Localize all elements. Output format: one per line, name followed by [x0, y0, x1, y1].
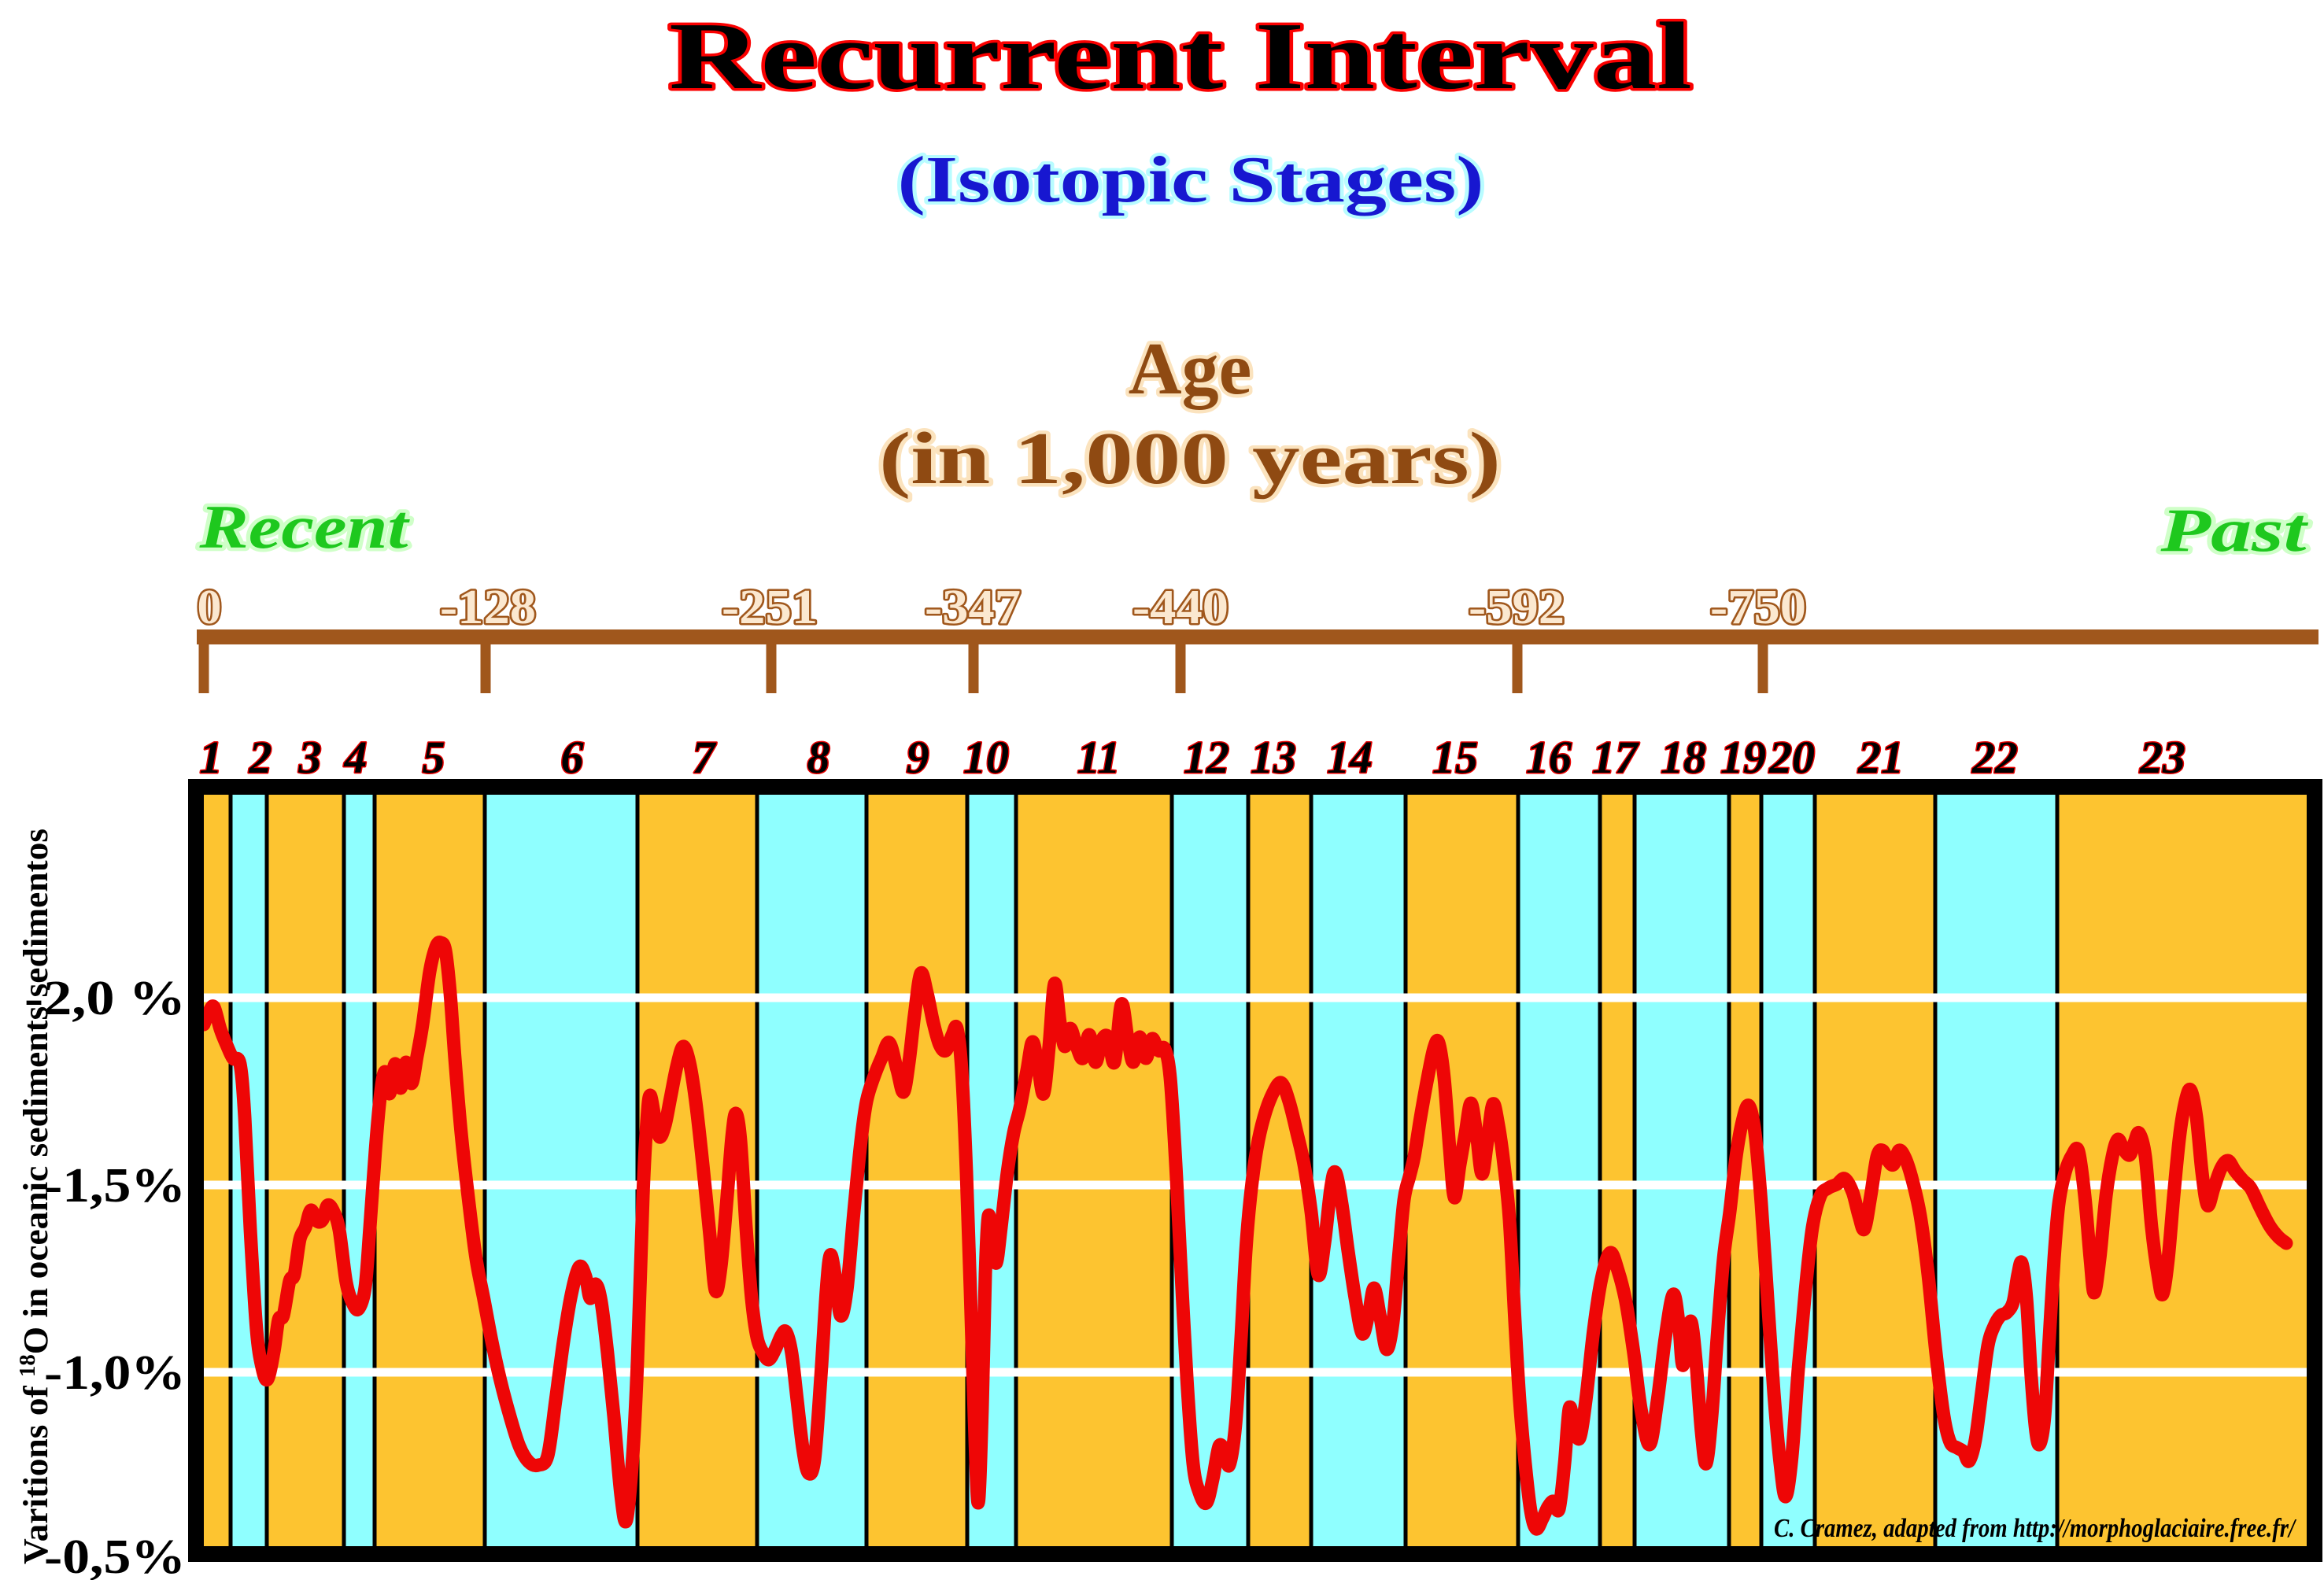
- stage-label-3: 3: [298, 732, 322, 783]
- age-tick-label--251: -251: [722, 581, 818, 634]
- band-separator: [1014, 795, 1018, 1546]
- plot-area: [188, 779, 2322, 1562]
- age-tick--347: [968, 644, 979, 693]
- band-separator: [342, 795, 346, 1546]
- stage-band-11: [1016, 795, 1172, 1546]
- y-label-2: -1,0%: [44, 1346, 186, 1400]
- age-axis-bar: [197, 629, 2318, 644]
- stage-label-6: 6: [561, 732, 584, 783]
- stage-label-4: 4: [344, 732, 368, 783]
- band-separator: [864, 795, 869, 1546]
- stage-label-14: 14: [1327, 732, 1373, 783]
- band-separator: [2055, 795, 2060, 1546]
- stage-label-11: 11: [1077, 732, 1121, 783]
- stage-label-9: 9: [907, 732, 929, 783]
- delta18O-curve: [204, 936, 2293, 1536]
- stage-label-10: 10: [963, 732, 1009, 783]
- gridline-0: [204, 993, 2307, 1002]
- stage-label-5: 5: [423, 732, 445, 783]
- age-tick--750: [1757, 644, 1768, 693]
- gridline-2: [204, 1368, 2307, 1377]
- recent-label: Recent: [198, 493, 410, 561]
- band-separator: [264, 795, 269, 1546]
- stage-label-16: 16: [1526, 732, 1572, 783]
- stage-label-8: 8: [807, 732, 830, 783]
- y-label-1: -1,5%: [44, 1159, 186, 1213]
- age-tick-label--347: -347: [925, 581, 1021, 634]
- age-tick--592: [1512, 644, 1523, 693]
- stage-label-20: 20: [1768, 732, 1815, 783]
- credit-text: C. Cramez, adapted from http://morphogla…: [1774, 1514, 2297, 1543]
- stage-label-12: 12: [1184, 732, 1229, 783]
- stage-band-3: [267, 795, 344, 1546]
- age-tick--251: [766, 644, 777, 693]
- stage-band-14: [1311, 795, 1406, 1546]
- age-axis-title-line1: Age: [1129, 328, 1252, 410]
- age-tick-label--750: -750: [1710, 581, 1806, 634]
- stage-label-15: 15: [1432, 732, 1478, 783]
- plot-frame: [188, 779, 2322, 1562]
- y-label-0: -2,0 %: [24, 972, 186, 1025]
- stage-label-1: 1: [200, 732, 223, 783]
- stage-label-18: 18: [1661, 732, 1706, 783]
- band-separator: [1933, 795, 1938, 1546]
- stage-band-9: [866, 795, 967, 1546]
- y-axis-title: Varitions of 18O in oceanic sediments se…: [16, 829, 55, 1564]
- page-subtitle: (Isotopic Stages): [898, 143, 1484, 216]
- age-tick-label--128: -128: [440, 581, 536, 634]
- age-tick-label-0: 0: [198, 581, 222, 634]
- past-label: Past: [2160, 496, 2308, 564]
- stage-band-16: [1518, 795, 1600, 1546]
- age-tick--128: [480, 644, 491, 693]
- stage-label-21: 21: [1857, 732, 1904, 783]
- age-tick-label--440: -440: [1132, 581, 1229, 634]
- band-separator: [755, 795, 759, 1546]
- stage-label-13: 13: [1251, 732, 1296, 783]
- page-title: Recurrent Interval: [669, 3, 1692, 109]
- stage-label-7: 7: [693, 732, 717, 783]
- band-separator: [482, 795, 487, 1546]
- band-separator: [228, 795, 233, 1546]
- age-tick-0: [198, 644, 209, 693]
- stage-band-1: [204, 795, 231, 1546]
- age-tick--440: [1175, 644, 1186, 693]
- stage-label-19: 19: [1720, 732, 1766, 783]
- stage-band-17: [1600, 795, 1635, 1546]
- band-separator: [1598, 795, 1602, 1546]
- stage-label-22: 22: [1971, 732, 2018, 783]
- age-tick-label--592: -592: [1469, 581, 1565, 634]
- band-separator: [1632, 795, 1637, 1546]
- band-separator: [1516, 795, 1520, 1546]
- stage-label-2: 2: [249, 732, 272, 783]
- y-label-3: -0,5%: [44, 1530, 186, 1580]
- stage-label-17: 17: [1592, 732, 1639, 783]
- band-separator: [1812, 795, 1817, 1546]
- stage-label-23: 23: [2139, 732, 2185, 783]
- age-axis-title-line2: (in 1,000 years): [879, 418, 1501, 500]
